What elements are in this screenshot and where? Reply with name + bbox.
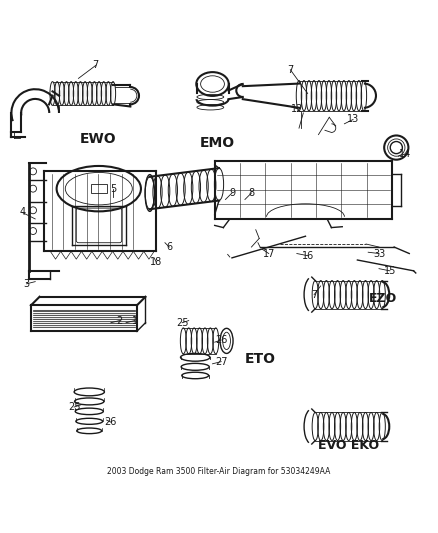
Text: 2003 Dodge Ram 3500 Filter-Air Diagram for 53034249AA: 2003 Dodge Ram 3500 Filter-Air Diagram f… [107,467,331,477]
Text: 15: 15 [384,266,396,276]
Text: ETO: ETO [244,352,276,367]
Text: 3: 3 [24,279,30,289]
Text: 5: 5 [110,184,116,193]
Text: EVO EKO: EVO EKO [318,440,379,453]
Text: 8: 8 [248,188,254,198]
Text: 4: 4 [19,207,25,217]
Text: EMO: EMO [199,136,234,150]
Text: 27: 27 [215,357,227,367]
Text: 12: 12 [291,103,303,114]
Text: 16: 16 [301,251,314,261]
Text: 6: 6 [166,242,172,252]
Text: 2: 2 [117,316,123,326]
Text: 7: 7 [287,64,293,75]
Text: 18: 18 [150,257,162,267]
Text: 7: 7 [311,289,317,300]
Text: 25: 25 [68,402,81,412]
Text: 26: 26 [105,417,117,427]
Text: 1: 1 [131,316,138,326]
Text: 14: 14 [399,149,411,159]
Text: 25: 25 [176,318,188,328]
Text: 13: 13 [347,115,359,125]
Text: 7: 7 [92,60,99,70]
Bar [91,184,106,193]
Text: 26: 26 [215,335,227,345]
Text: EWO: EWO [80,132,116,146]
Text: 9: 9 [229,188,235,198]
Text: 33: 33 [373,248,385,259]
Text: 17: 17 [262,248,275,259]
Text: EZO: EZO [369,293,397,305]
